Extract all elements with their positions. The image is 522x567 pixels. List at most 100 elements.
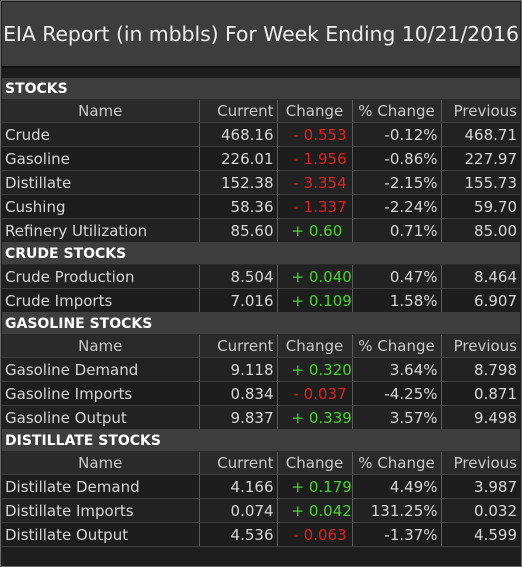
- row-change: + 0.040: [277, 264, 353, 289]
- section-label: STOCKS: [2, 78, 520, 100]
- section-header-gasoline-stocks: GASOLINE STOCKS: [2, 312, 520, 335]
- row-current: 4.166: [199, 474, 278, 499]
- table-row: Gasoline Output 9.837 + 0.339 3.57% 9.49…: [2, 405, 520, 430]
- row-current: 7.016: [199, 288, 278, 313]
- row-change: - 3.354: [277, 170, 353, 195]
- row-name: Crude: [2, 122, 200, 147]
- row-pct-change: 3.57%: [352, 405, 442, 430]
- row-change: - 0.553: [277, 122, 353, 147]
- column-header-name: Name: [2, 334, 200, 358]
- row-change: + 0.042: [277, 498, 353, 523]
- row-current: 9.118: [199, 357, 278, 382]
- row-current: 85.60: [199, 218, 278, 243]
- column-header-current: Current: [199, 99, 278, 123]
- row-pct-change: -0.12%: [352, 122, 442, 147]
- row-name: Gasoline Output: [2, 405, 200, 430]
- row-change: - 0.037: [277, 381, 353, 406]
- report-title: EIA Report (in mbbls) For Week Ending 10…: [2, 2, 520, 68]
- column-header-previous: Previous: [441, 451, 520, 475]
- table-row: Distillate Demand 4.166 + 0.179 4.49% 3.…: [2, 474, 520, 499]
- row-previous: 85.00: [441, 218, 520, 243]
- row-pct-change: 131.25%: [352, 498, 442, 523]
- table-row: Gasoline 226.01 - 1.956 -0.86% 227.97: [2, 146, 520, 171]
- column-header-previous: Previous: [441, 334, 520, 358]
- section-label: CRUDE STOCKS: [2, 242, 520, 265]
- section-header-crude-stocks: CRUDE STOCKS: [2, 242, 520, 265]
- column-header-name: Name: [2, 451, 200, 475]
- row-pct-change: -2.15%: [352, 170, 442, 195]
- row-change: - 1.337: [277, 194, 353, 219]
- row-previous: 0.032: [441, 498, 520, 523]
- row-previous: 3.987: [441, 474, 520, 499]
- row-name: Cushing: [2, 194, 200, 219]
- row-name: Gasoline Demand: [2, 357, 200, 382]
- row-pct-change: 0.71%: [352, 218, 442, 243]
- column-header-pct-change: % Change: [352, 334, 442, 358]
- row-pct-change: 3.64%: [352, 357, 442, 382]
- row-pct-change: 1.58%: [352, 288, 442, 313]
- column-header-change: Change: [277, 99, 353, 123]
- row-change: + 0.320: [277, 357, 353, 382]
- table-row: Gasoline Imports 0.834 - 0.037 -4.25% 0.…: [2, 381, 520, 406]
- row-previous: 155.73: [441, 170, 520, 195]
- table-row: Crude Production 8.504 + 0.040 0.47% 8.4…: [2, 264, 520, 289]
- column-header-row: Name Current Change % Change Previous: [2, 99, 520, 123]
- row-change: + 0.60: [277, 218, 353, 243]
- row-pct-change: 0.47%: [352, 264, 442, 289]
- row-change: - 0.063: [277, 522, 353, 547]
- column-header-row: Name Current Change % Change Previous: [2, 334, 520, 358]
- row-current: 152.38: [199, 170, 278, 195]
- row-name: Refinery Utilization: [2, 218, 200, 243]
- section-header-stocks: STOCKS: [2, 78, 520, 100]
- column-header-current: Current: [199, 334, 278, 358]
- row-previous: 8.464: [441, 264, 520, 289]
- column-header-previous: Previous: [441, 99, 520, 123]
- table-row: Distillate Imports 0.074 + 0.042 131.25%…: [2, 498, 520, 523]
- table-row: Crude Imports 7.016 + 0.109 1.58% 6.907: [2, 288, 520, 313]
- row-current: 226.01: [199, 146, 278, 171]
- row-change: + 0.109: [277, 288, 353, 313]
- row-current: 58.36: [199, 194, 278, 219]
- column-header-row: Name Current Change % Change Previous: [2, 451, 520, 475]
- row-change: + 0.179: [277, 474, 353, 499]
- row-change: + 0.339: [277, 405, 353, 430]
- column-header-name: Name: [2, 99, 200, 123]
- row-current: 9.837: [199, 405, 278, 430]
- row-name: Gasoline: [2, 146, 200, 171]
- row-previous: 8.798: [441, 357, 520, 382]
- row-current: 0.834: [199, 381, 278, 406]
- row-name: Distillate Demand: [2, 474, 200, 499]
- row-pct-change: -4.25%: [352, 381, 442, 406]
- row-pct-change: -0.86%: [352, 146, 442, 171]
- row-previous: 4.599: [441, 522, 520, 547]
- eia-table: STOCKS Name Current Change % Change Prev…: [2, 78, 520, 547]
- row-previous: 59.70: [441, 194, 520, 219]
- section-label: DISTILLATE STOCKS: [2, 429, 520, 452]
- row-name: Distillate Imports: [2, 498, 200, 523]
- table-row: Cushing 58.36 - 1.337 -2.24% 59.70: [2, 194, 520, 219]
- row-pct-change: 4.49%: [352, 474, 442, 499]
- row-name: Crude Production: [2, 264, 200, 289]
- row-change: - 1.956: [277, 146, 353, 171]
- table-row: Refinery Utilization 85.60 + 0.60 0.71% …: [2, 218, 520, 243]
- table-row: Distillate Output 4.536 - 0.063 -1.37% 4…: [2, 522, 520, 547]
- row-previous: 468.71: [441, 122, 520, 147]
- row-name: Distillate: [2, 170, 200, 195]
- row-previous: 6.907: [441, 288, 520, 313]
- column-header-change: Change: [277, 451, 353, 475]
- row-current: 8.504: [199, 264, 278, 289]
- section-header-distillate-stocks: DISTILLATE STOCKS: [2, 429, 520, 452]
- table-row: Crude 468.16 - 0.553 -0.12% 468.71: [2, 122, 520, 147]
- row-pct-change: -1.37%: [352, 522, 442, 547]
- row-previous: 0.871: [441, 381, 520, 406]
- table-row: Gasoline Demand 9.118 + 0.320 3.64% 8.79…: [2, 357, 520, 382]
- table-row: Distillate 152.38 - 3.354 -2.15% 155.73: [2, 170, 520, 195]
- column-header-change: Change: [277, 334, 353, 358]
- row-pct-change: -2.24%: [352, 194, 442, 219]
- column-header-pct-change: % Change: [352, 99, 442, 123]
- row-previous: 227.97: [441, 146, 520, 171]
- column-header-current: Current: [199, 451, 278, 475]
- row-name: Crude Imports: [2, 288, 200, 313]
- column-header-pct-change: % Change: [352, 451, 442, 475]
